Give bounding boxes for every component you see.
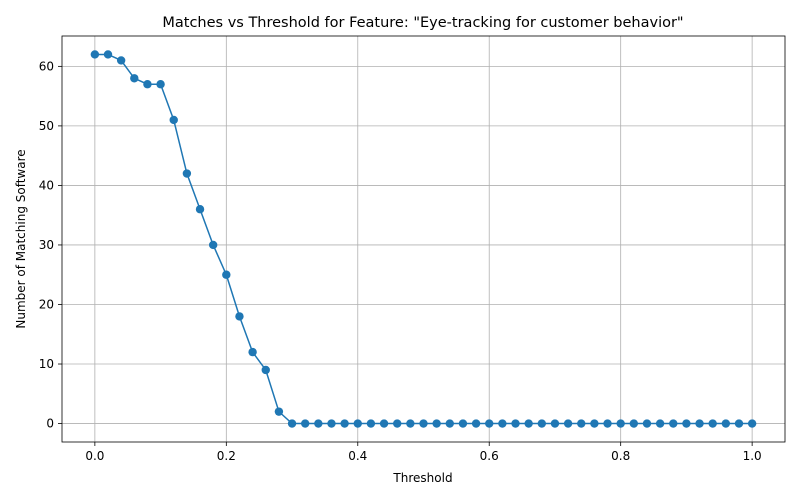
data-point [669, 419, 678, 428]
y-axis-label: Number of Matching Software [14, 149, 28, 328]
y-tick-label: 50 [39, 119, 54, 133]
data-point [577, 419, 586, 428]
y-tick-label: 30 [39, 238, 54, 252]
data-point [195, 205, 205, 214]
data-point [695, 419, 704, 428]
data-point [734, 419, 744, 428]
grid-lines [62, 36, 785, 442]
x-tick-label: 0.6 [480, 449, 499, 463]
data-point [432, 419, 441, 428]
data-point [419, 419, 428, 428]
data-point [655, 419, 665, 428]
y-tick-label: 10 [39, 357, 54, 371]
data-point [511, 419, 520, 428]
data-point [353, 419, 362, 428]
data-point [300, 419, 310, 428]
x-tick-label: 0.2 [217, 449, 236, 463]
x-tick-label: 0.0 [85, 449, 104, 463]
data-point [130, 74, 139, 83]
chart-title: Matches vs Threshold for Feature: "Eye-t… [162, 15, 683, 31]
data-point [550, 419, 560, 428]
data-point [261, 365, 270, 375]
data-point [116, 56, 126, 65]
data-point [708, 419, 717, 428]
data-point [537, 419, 547, 428]
y-tick-label: 20 [39, 297, 54, 311]
data-point [642, 419, 652, 428]
data-point [485, 419, 494, 428]
x-tick-label: 0.4 [348, 449, 367, 463]
data-point [616, 419, 625, 428]
data-point [90, 50, 100, 59]
data-point [629, 419, 639, 428]
data-point [103, 50, 113, 59]
data-point [169, 115, 178, 125]
data-point [143, 80, 152, 89]
axis-ticks: 0.0 0.2 0.4 0.6 0.8 1.0 0 10 20 30 40 50 60 [39, 59, 762, 463]
data-point [235, 312, 244, 321]
data-point [379, 419, 389, 428]
x-axis-label: Threshold [392, 471, 452, 485]
data-point [393, 419, 402, 428]
data-point [327, 419, 336, 428]
x-tick-label: 0.8 [611, 449, 630, 463]
data-point [406, 419, 415, 428]
data-point [340, 419, 349, 428]
data-point [458, 419, 468, 428]
data-point [563, 419, 573, 428]
data-point [721, 419, 731, 428]
y-tick-label: 60 [39, 59, 54, 73]
series-layer [90, 50, 757, 428]
data-point [747, 419, 757, 428]
data-point [222, 270, 231, 279]
data-point [248, 347, 257, 357]
x-tick-label: 1.0 [743, 449, 762, 463]
data-point [208, 240, 218, 250]
series-line [94, 53, 753, 425]
data-point [471, 419, 481, 428]
y-tick-label: 0 [46, 417, 54, 431]
data-point [314, 419, 323, 428]
data-point [366, 419, 376, 428]
data-point [287, 419, 297, 428]
data-point [182, 169, 192, 178]
data-point [524, 419, 533, 428]
data-point [156, 80, 165, 89]
data-point [445, 419, 454, 428]
data-point [274, 407, 284, 416]
data-point [590, 419, 599, 428]
plot-frame [61, 35, 786, 443]
y-tick-label: 40 [39, 178, 54, 192]
data-point [603, 419, 612, 428]
data-point [498, 419, 507, 428]
data-point [682, 419, 691, 428]
